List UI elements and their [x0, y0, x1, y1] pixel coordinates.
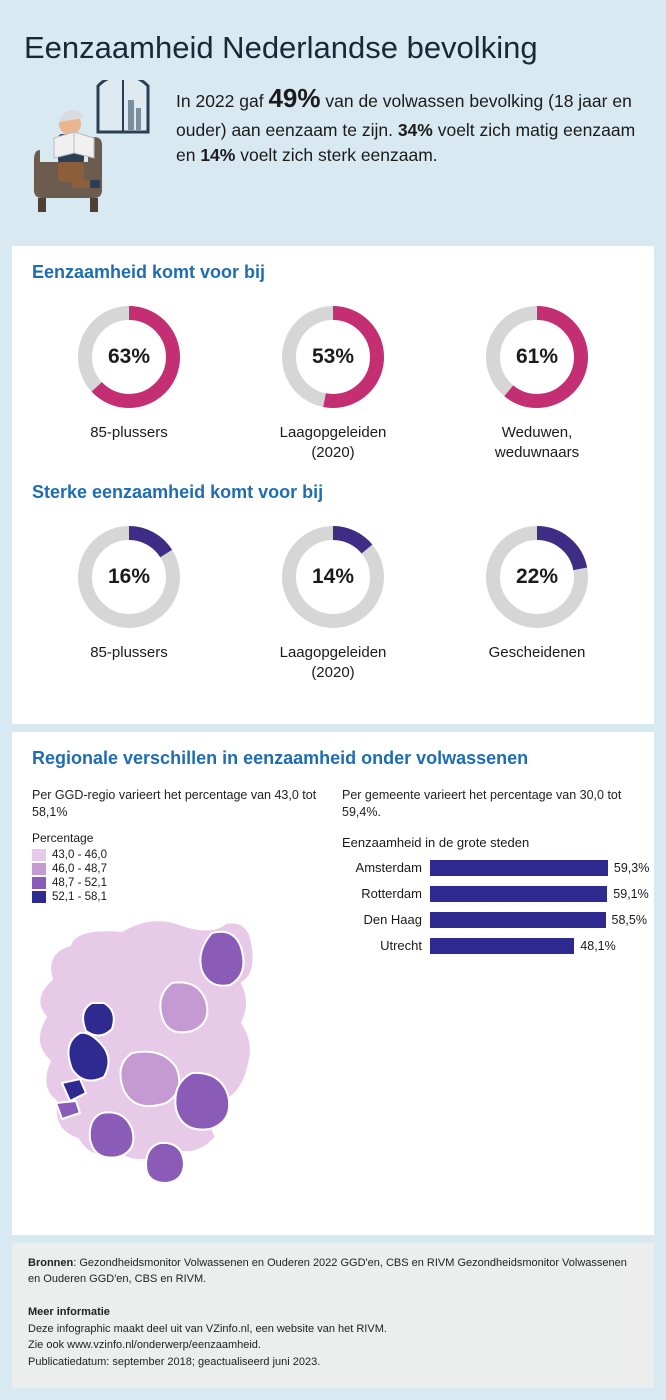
bar-label: Utrecht: [342, 938, 422, 953]
donut-label: Gescheidenen: [489, 643, 586, 663]
donut-item: 63% 85-plussers: [44, 301, 214, 462]
hero-illustration: [28, 80, 158, 220]
donut-value: 53%: [312, 345, 354, 369]
bar-label: Rotterdam: [342, 886, 422, 901]
page-title: Eenzaamheid Nederlandse bevolking: [24, 30, 642, 66]
section2-title: Sterke eenzaamheid komt voor bij: [32, 482, 634, 503]
donut-label: Laagopgeleiden(2020): [280, 643, 387, 682]
gemeente-note: Per gemeente varieert het percentage van…: [342, 787, 649, 821]
section1-title: Eenzaamheid komt voor bij: [32, 262, 634, 283]
legend-row: 52,1 - 58,1: [32, 891, 322, 903]
bar-value: 59,1%: [613, 887, 648, 901]
legend-swatch: [32, 863, 46, 875]
bar-value: 58,5%: [612, 913, 647, 927]
donut-chart: 53%: [277, 301, 389, 413]
legend-label: 46,0 - 48,7: [52, 863, 107, 875]
bar-fill: [430, 860, 608, 876]
bar-row: Utrecht 48,1%: [342, 938, 649, 954]
bar-row: Rotterdam 59,1%: [342, 886, 649, 902]
regional-title: Regionale verschillen in eenzaamheid ond…: [32, 748, 634, 769]
bar-fill: [430, 938, 574, 954]
donut-chart: 14%: [277, 521, 389, 633]
bar-value: 48,1%: [580, 939, 615, 953]
legend-label: 43,0 - 46,0: [52, 849, 107, 861]
bar-label: Amsterdam: [342, 860, 422, 875]
ggd-note: Per GGD-regio varieert het percentage va…: [32, 787, 322, 821]
bar-fill: [430, 886, 607, 902]
donut-label: Laagopgeleiden(2020): [280, 423, 387, 462]
donut-chart: 61%: [481, 301, 593, 413]
legend-swatch: [32, 891, 46, 903]
legend-label: 48,7 - 52,1: [52, 877, 107, 889]
legend-swatch: [32, 849, 46, 861]
bar-fill: [430, 912, 606, 928]
donut-chart: 16%: [73, 521, 185, 633]
legend-label: 52,1 - 58,1: [52, 891, 107, 903]
legend-row: 46,0 - 48,7: [32, 863, 322, 875]
donut-chart: 22%: [481, 521, 593, 633]
donut-value: 63%: [108, 345, 150, 369]
donut-label: Weduwen,weduwnaars: [495, 423, 579, 462]
legend-swatch: [32, 877, 46, 889]
donut-label: 85-plussers: [90, 423, 168, 443]
footer-sources: Bronnen: Gezondheidsmonitor Volwassenen …: [12, 1243, 654, 1389]
donut-chart: 63%: [73, 301, 185, 413]
donut-value: 16%: [108, 565, 150, 589]
regional-card: Regionale verschillen in eenzaamheid ond…: [12, 732, 654, 1235]
donut-label: 85-plussers: [90, 643, 168, 663]
donut-item: 14% Laagopgeleiden(2020): [248, 521, 418, 682]
donuts-card: Eenzaamheid komt voor bij 63% 85-plussers…: [12, 246, 654, 724]
bar-row: Amsterdam 59,3%: [342, 860, 649, 876]
donut-value: 14%: [312, 565, 354, 589]
map-legend: Percentage 43,0 - 46,046,0 - 48,748,7 - …: [32, 831, 322, 903]
bar-value: 59,3%: [614, 861, 649, 875]
bars-title: Eenzaamheid in de grote steden: [342, 835, 649, 850]
donut-value: 22%: [516, 565, 558, 589]
bar-label: Den Haag: [342, 912, 422, 927]
legend-row: 48,7 - 52,1: [32, 877, 322, 889]
donut-item: 22% Gescheidenen: [452, 521, 622, 682]
donut-item: 61% Weduwen,weduwnaars: [452, 301, 622, 462]
donut-item: 16% 85-plussers: [44, 521, 214, 682]
intro-text: In 2022 gaf 49% van de volwassen bevolki…: [176, 80, 638, 168]
donut-item: 53% Laagopgeleiden(2020): [248, 301, 418, 462]
nl-choropleth-map: [32, 913, 322, 1213]
bar-row: Den Haag 58,5%: [342, 912, 649, 928]
legend-row: 43,0 - 46,0: [32, 849, 322, 861]
donut-value: 61%: [516, 345, 558, 369]
